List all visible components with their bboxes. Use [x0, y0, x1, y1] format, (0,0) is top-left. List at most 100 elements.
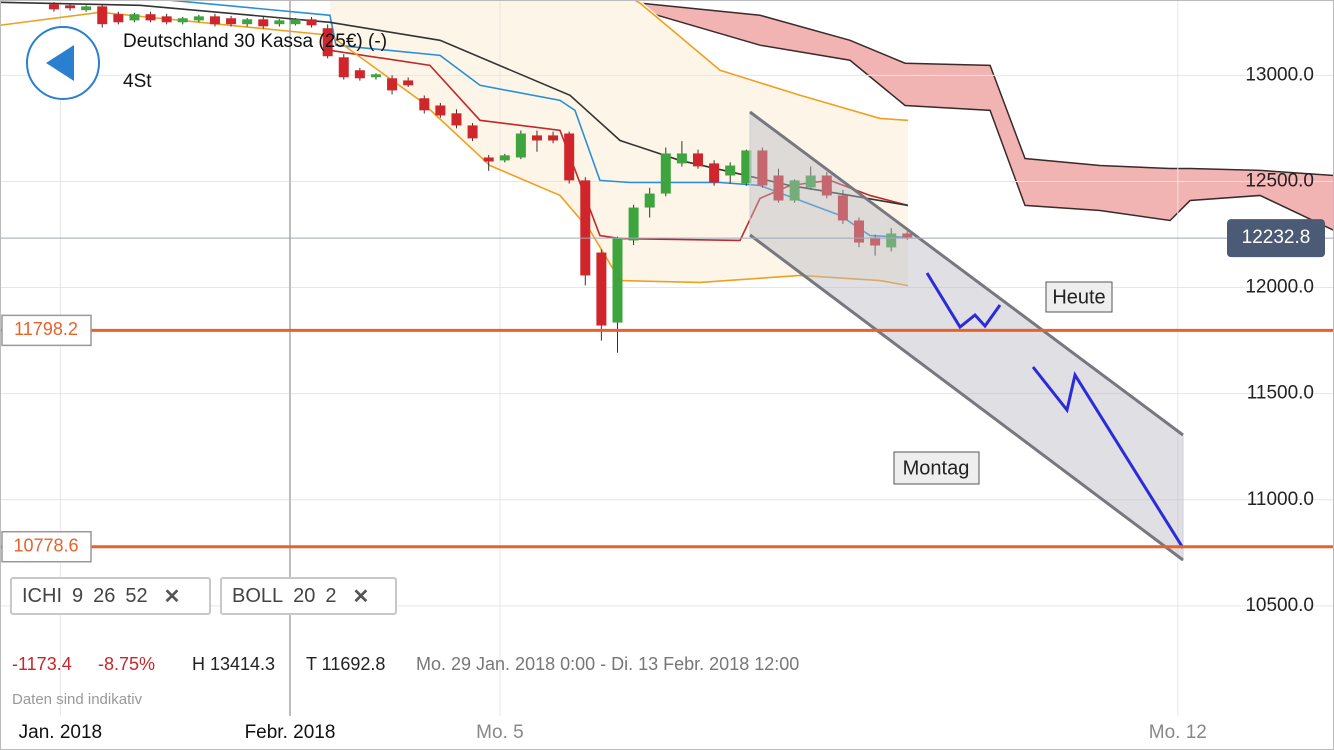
indicator-line	[329, 49, 909, 242]
indicator-param: 20	[293, 584, 316, 607]
x-tick-label: Mo. 5	[476, 722, 524, 743]
change-pct: -8.75%	[98, 654, 156, 674]
cloud-edge	[533, 0, 1334, 232]
level-label: 11798.2	[14, 319, 78, 339]
candle-body	[580, 180, 591, 276]
candle-body	[387, 78, 398, 91]
candle-body	[242, 19, 253, 25]
candle-body	[258, 19, 269, 27]
candle-body	[676, 153, 687, 164]
candle-body	[451, 113, 462, 126]
x-tick-label: Febr. 2018	[245, 722, 336, 743]
candle-body	[81, 6, 92, 11]
candle-body	[354, 70, 365, 79]
y-tick-label: 13000.0	[1245, 64, 1314, 85]
candle-body	[322, 28, 333, 57]
candle-body	[854, 220, 865, 243]
candle-body	[483, 157, 494, 162]
candle-body	[821, 175, 832, 196]
candle-body	[306, 19, 317, 26]
indicator-line	[0, 11, 909, 287]
candle-body	[467, 125, 478, 139]
indicator-param: 9	[72, 584, 84, 607]
indicator-name: ICHI	[22, 584, 62, 607]
indicator-param: 52	[125, 584, 148, 607]
indicator-line	[169, 0, 908, 239]
level-box	[1, 314, 92, 347]
x-tick-bg	[234, 718, 346, 748]
candle-body	[692, 153, 703, 167]
candle-body	[209, 16, 220, 25]
candle-body	[709, 163, 720, 183]
x-tick-label: Jan. 2018	[19, 722, 102, 743]
candle-body	[113, 14, 124, 23]
candle-body	[548, 135, 559, 141]
indicator-chip[interactable]: BOLL 20 2 ✕	[220, 577, 397, 615]
indicator-line	[0, 1, 909, 207]
y-tick-label: 12000.0	[1245, 277, 1314, 298]
disclaimer: Daten sind indikativ	[12, 691, 143, 708]
candle-body	[596, 252, 607, 326]
level-label: 10778.6	[13, 535, 78, 555]
candle-body	[97, 6, 108, 25]
candle-body	[725, 165, 736, 176]
cloud-edge	[538, 0, 1334, 177]
candle-body	[789, 180, 800, 201]
x-tick-label: Mo. 12	[1149, 722, 1207, 743]
candle-body	[757, 150, 768, 186]
candle-body	[290, 19, 301, 25]
candle-body	[837, 195, 848, 221]
high: H 13414.3	[192, 654, 276, 674]
candle-body	[805, 175, 816, 188]
candle-body	[193, 16, 204, 21]
candle-body	[48, 4, 59, 10]
date-range: Mo. 29 Jan. 2018 0:00 - Di. 13 Febr. 201…	[416, 654, 800, 674]
candle-body	[129, 14, 140, 21]
candle-body	[161, 16, 172, 23]
annotation: Montag	[903, 457, 970, 479]
channel-bottom	[749, 233, 1184, 562]
candle-body	[419, 98, 430, 111]
level-box	[1, 530, 92, 563]
candle-body	[274, 20, 285, 25]
candle-body	[435, 105, 446, 116]
candle-body	[612, 237, 623, 323]
last-price-box	[1227, 219, 1325, 258]
candle-body	[628, 207, 639, 241]
candle-body	[403, 80, 414, 86]
candle-body	[515, 133, 526, 158]
candle-body	[644, 193, 655, 208]
band-fill	[330, 0, 908, 285]
cloud	[540, 0, 1334, 231]
annotation-box	[893, 451, 980, 485]
candle-body	[338, 57, 349, 78]
remove-indicator[interactable]: ✕	[352, 585, 370, 608]
drawn-path	[925, 272, 1002, 330]
drawn-path	[1031, 366, 1185, 549]
y-tick-label: 11000.0	[1247, 489, 1314, 510]
indicator-chip[interactable]: ICHI 9 26 52 ✕	[10, 577, 211, 615]
interval: 4St	[123, 71, 152, 92]
candle-body	[226, 18, 237, 25]
indicator-name: BOLL	[232, 584, 284, 607]
candle-body	[773, 175, 784, 201]
candle-body	[499, 155, 510, 161]
x-tick-bg	[8, 718, 113, 748]
candle-body	[564, 133, 575, 181]
indicator-param: 26	[93, 584, 116, 607]
last-price-label: 12232.8	[1242, 227, 1311, 248]
remove-indicator[interactable]: ✕	[163, 585, 181, 608]
low: T 11692.8	[306, 654, 386, 674]
candle-body	[741, 150, 752, 184]
y-tick-label: 10500.0	[1245, 595, 1314, 616]
candle-body	[870, 237, 881, 246]
candle-body	[660, 153, 671, 194]
channel-top	[749, 110, 1184, 437]
candle-body	[531, 135, 542, 141]
back-icon	[46, 45, 74, 81]
candle-body	[65, 5, 76, 9]
annotation: Heute	[1052, 286, 1105, 308]
candle-body	[370, 74, 381, 78]
